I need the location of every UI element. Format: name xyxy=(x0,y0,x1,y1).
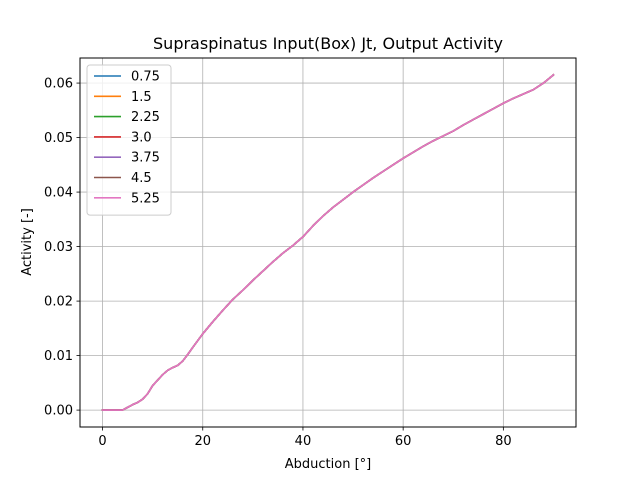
y-tick-label: 0.05 xyxy=(44,131,73,146)
y-axis-label: Activity [-] xyxy=(20,208,35,276)
chart-title: Supraspinatus Input(Box) Jt, Output Acti… xyxy=(153,34,503,53)
y-tick-label: 0.03 xyxy=(44,240,73,255)
legend-label-2.25: 2.25 xyxy=(131,110,160,125)
legend-label-3.0: 3.0 xyxy=(131,130,152,145)
legend-label-3.75: 3.75 xyxy=(131,151,160,166)
legend-label-4.5: 4.5 xyxy=(131,171,152,186)
y-tick-label: 0.00 xyxy=(44,404,73,419)
legend-label-0.75: 0.75 xyxy=(131,70,160,85)
x-tick-label: 0 xyxy=(98,434,106,449)
legend-label-5.25: 5.25 xyxy=(131,191,160,206)
legend-label-1.5: 1.5 xyxy=(131,90,152,105)
x-tick-label: 20 xyxy=(194,434,211,449)
x-tick-label: 40 xyxy=(295,434,312,449)
series-lines xyxy=(101,73,555,411)
x-tick-label: 80 xyxy=(495,434,512,449)
plot-frame xyxy=(79,57,577,428)
x-axis-ticks: 0 20 40 60 80 xyxy=(98,427,512,449)
y-tick-label: 0.02 xyxy=(44,295,73,310)
series-line-5.25 xyxy=(101,73,555,411)
grid xyxy=(80,58,576,427)
y-axis-ticks: 0.00 0.01 0.02 0.03 0.04 0.05 0.06 xyxy=(44,77,80,419)
y-tick-label: 0.06 xyxy=(44,77,73,92)
x-tick-label: 60 xyxy=(395,434,412,449)
y-tick-label: 0.04 xyxy=(44,186,73,201)
x-axis-label: Abduction [°] xyxy=(285,457,371,472)
y-tick-label: 0.01 xyxy=(44,349,73,364)
legend: 0.75 1.5 2.25 3.0 3.75 4.5 5.25 xyxy=(86,64,172,216)
